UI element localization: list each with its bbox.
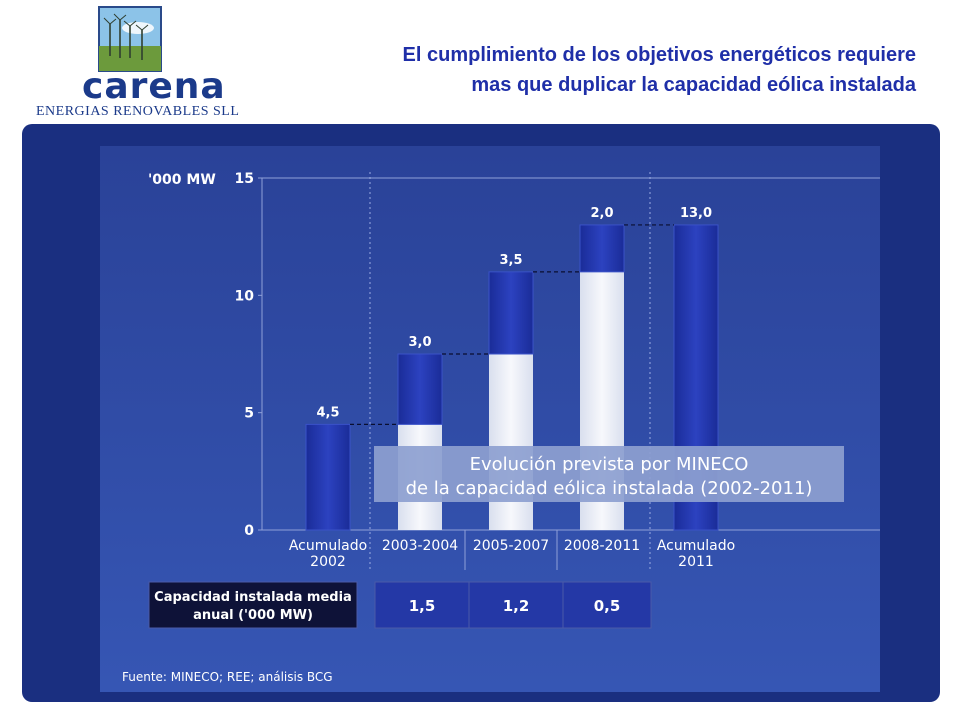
table-value: 0,5 (594, 597, 621, 615)
table-row-label-cell (148, 581, 358, 629)
annotation-line-1: Evolución prevista por MINECO (470, 454, 749, 475)
x-category-label: Acumulado (657, 538, 735, 554)
slide-title-line-1: El cumplimiento de los objetivos energét… (402, 44, 916, 66)
annotation-box: Evolución prevista por MINECO de la capa… (374, 446, 844, 502)
wind-turbine-logo-image (98, 6, 162, 72)
x-category-label: 2002 (310, 554, 346, 570)
bar-value-label: 4,5 (316, 405, 339, 420)
company-logo: carena ENERGIAS RENOVABLES SLL (36, 4, 266, 122)
y-tick-label: 5 (244, 406, 254, 422)
x-category-label: Acumulado (289, 538, 367, 554)
logo-subtitle: ENERGIAS RENOVABLES SLL (36, 104, 240, 119)
x-category-label: 2011 (678, 554, 714, 570)
table-row-label-line-1: Capacidad instalada media (154, 590, 352, 605)
y-tick-label: 15 (235, 171, 254, 187)
bar-base-segment (489, 354, 533, 530)
table-cell (562, 581, 652, 629)
y-tick-label: 10 (235, 288, 255, 304)
bar-chart: '000 MW0510154,5Acumulado20023,02003-200… (100, 146, 880, 692)
bar-increment-segment (397, 353, 443, 425)
slide-title-line-2: mas que duplicar la capacidad eólica ins… (471, 74, 916, 96)
x-category-label: 2005-2007 (473, 538, 549, 554)
source-note: Fuente: MINECO; REE; análisis BCG (122, 670, 333, 684)
annotation-box-background (374, 446, 844, 502)
slide-title: El cumplimiento de los objetivos energét… (403, 40, 916, 100)
y-tick-label: 0 (244, 523, 254, 539)
bar-increment-segment (305, 423, 351, 531)
bar-value-label: 13,0 (680, 206, 712, 221)
chart-panel: '000 MW 0 5 10 15 4,5 Acumulado 2002 3,0 2003-200… (22, 124, 940, 702)
table-cell (374, 581, 470, 629)
bar-value-label: 2,0 (590, 206, 613, 221)
table-value: 1,5 (409, 597, 436, 615)
annotation-line-2: de la capacidad eólica instalada (2002-2… (406, 478, 813, 499)
bar-increment-segment (488, 271, 534, 355)
table-row-label-line-2: anual ('000 MW) (193, 608, 313, 623)
table-cell (468, 581, 564, 629)
bar-value-label: 3,0 (408, 335, 431, 350)
x-category-label: 2008-2011 (564, 538, 640, 554)
bar-increment-segment (579, 224, 625, 273)
x-category-label: 2003-2004 (382, 538, 458, 554)
bar-value-label: 3,5 (499, 253, 522, 268)
y-axis-unit-label: '000 MW (148, 172, 216, 188)
table-value: 1,2 (503, 597, 530, 615)
logo-name: carena (82, 66, 226, 107)
capacity-table: Capacidad instalada media anual ('000 MW… (148, 581, 652, 629)
